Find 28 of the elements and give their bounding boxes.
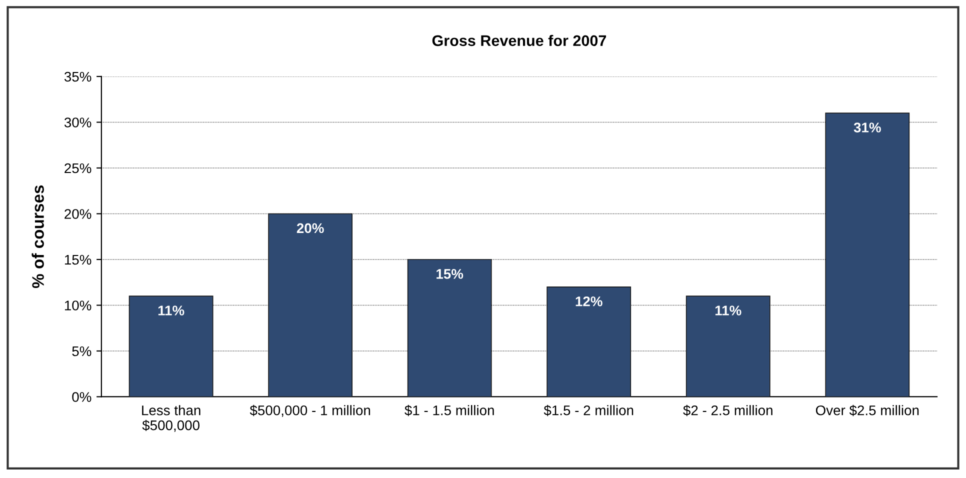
x-tick-label: Over $2.5 million — [816, 404, 919, 416]
y-tick-label: 5% — [72, 346, 92, 356]
x-tick-label: $500,000 - 1 million — [250, 404, 370, 417]
y-tick-label: 25% — [64, 163, 92, 174]
data-label: 20% — [296, 223, 324, 234]
x-tick-label: $1.5 - 2 million — [544, 404, 634, 416]
bar — [268, 213, 353, 397]
y-tick-label: 10% — [64, 300, 92, 310]
bar — [825, 112, 910, 397]
bar — [128, 296, 214, 397]
chart-title: Gross Revenue for 2007 — [432, 34, 606, 46]
y-tick-label: 35% — [64, 72, 92, 82]
y-tick-label: 20% — [64, 209, 92, 219]
y-axis-title: % of courses — [32, 185, 44, 288]
data-label: 12% — [576, 296, 602, 306]
y-tick-label: 30% — [64, 118, 92, 128]
x-tick-label: $2 - 2.5 million — [683, 404, 772, 416]
x-tick-label: $1 - 1.5 million — [404, 404, 494, 416]
bar — [546, 286, 632, 397]
bar — [686, 296, 770, 397]
data-label: 15% — [436, 269, 464, 279]
data-label: 11% — [158, 306, 184, 316]
data-label: 31% — [854, 122, 881, 132]
x-tick-label: Less than $500,000 — [142, 405, 200, 432]
data-label: 11% — [715, 306, 742, 316]
bar — [407, 259, 492, 397]
y-tick-label: 15% — [64, 254, 92, 265]
y-tick-label: 0% — [72, 392, 92, 402]
